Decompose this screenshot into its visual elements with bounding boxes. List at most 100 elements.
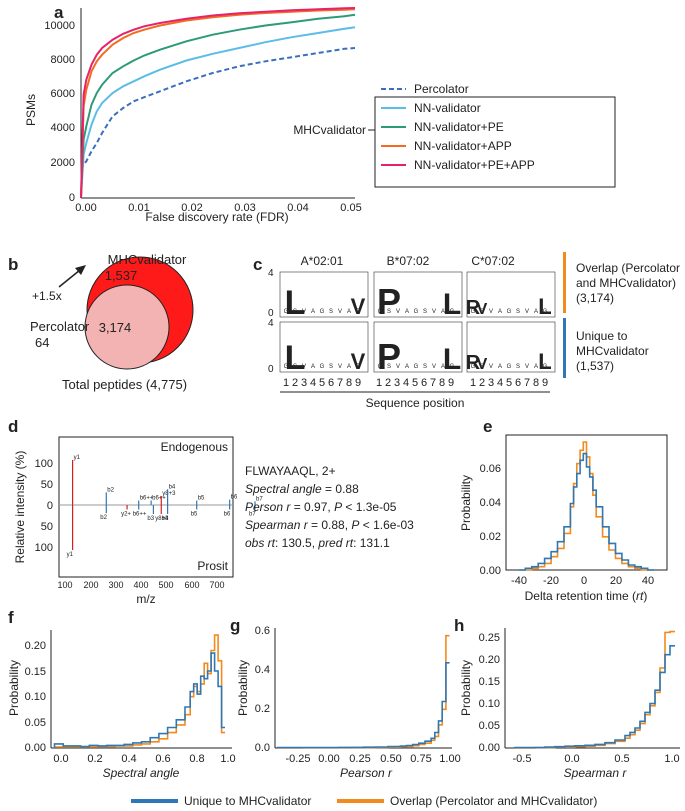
logo-small-letter: S bbox=[329, 309, 333, 315]
logo-small-letter: G bbox=[414, 364, 419, 370]
logo-small-letter: G bbox=[507, 309, 512, 315]
pearson-value: = 0.97, bbox=[290, 500, 334, 514]
spearman-p-value: < 1.6e-03 bbox=[359, 518, 414, 532]
panel-h-ytick: 0.05 bbox=[479, 720, 500, 732]
logo-small-letter: V bbox=[525, 309, 529, 315]
logo-small-letter: G bbox=[284, 309, 289, 315]
panel-c-label: c bbox=[253, 255, 262, 274]
logo-position: 3 bbox=[301, 377, 307, 389]
logo-small-letter: A bbox=[498, 364, 502, 370]
panel-g-xtick: 0.75 bbox=[410, 753, 431, 765]
panel-f-ytick: 0.15 bbox=[25, 666, 46, 678]
logo-position: 1 bbox=[376, 377, 382, 389]
legend-unique-swatch bbox=[131, 799, 178, 803]
logo-letter: L bbox=[285, 339, 306, 377]
panel-h-xtick: 0.0 bbox=[564, 753, 579, 765]
panel-e-xlabel-end: ) bbox=[643, 589, 647, 603]
panel-d-xtick: 600 bbox=[184, 580, 199, 590]
obs-rt-value: : 130.5, bbox=[275, 536, 318, 550]
panel-e-xlabel-ital: rt bbox=[636, 589, 644, 603]
logo-small-letter: S bbox=[423, 364, 427, 370]
fdr-line-nn-validator-pe-app bbox=[80, 7, 356, 199]
panel-a-xtick: 0.04 bbox=[287, 202, 308, 214]
spectral-angle-line: Spectral angle = 0.88 bbox=[245, 482, 359, 496]
logo-small-letter: V bbox=[396, 364, 400, 370]
panel-e-ylabel: Probability bbox=[459, 475, 473, 531]
spectrum-peak-label: b6 bbox=[231, 495, 238, 501]
logo-position: 9 bbox=[542, 377, 548, 389]
logo-small-letter: S bbox=[516, 364, 520, 370]
logo-position: 9 bbox=[355, 377, 361, 389]
allele-2: B*07:02 bbox=[387, 254, 430, 268]
logo-letter: R bbox=[466, 352, 481, 374]
panel-h-ytick: 0.25 bbox=[479, 632, 500, 644]
logo-letter: V bbox=[477, 356, 488, 373]
logo-small-letter: A bbox=[347, 309, 351, 315]
spectrum-peaks: y1y1b2b2y2+b6++b6++b6++b3y8+3y8+3b4b4b5b… bbox=[67, 455, 264, 558]
panel-h-ytick: 0.10 bbox=[479, 698, 500, 710]
spearman-line: Spearman r = 0.88, P < 1.6e-03 bbox=[245, 518, 414, 532]
g-hist-overlap bbox=[277, 634, 450, 749]
panel-a-legend: Percolator NN-validator NN-validator+PE … bbox=[293, 82, 616, 188]
logo-small-letter: V bbox=[396, 309, 400, 315]
legend-group-label: MHCvalidator bbox=[293, 123, 366, 137]
panel-f: f Probability 0.00 0.05 0.10 0.15 0.20 0… bbox=[7, 608, 236, 780]
logo-box bbox=[279, 321, 369, 373]
panel-e-ytick: 0.04 bbox=[480, 497, 501, 509]
logo-small-letter: G bbox=[471, 309, 476, 315]
unique-label-1: Unique to bbox=[576, 329, 628, 343]
pred-rt-label: pred rt bbox=[317, 536, 353, 550]
h-hist-unique bbox=[514, 645, 675, 749]
logo-letter: V bbox=[351, 294, 366, 319]
logo-position: 2 bbox=[479, 377, 485, 389]
panel-e-ytick: 0.06 bbox=[480, 463, 501, 475]
spectrum-peak-label: b7 bbox=[249, 512, 256, 518]
logo-position: 5 bbox=[412, 377, 418, 389]
pearson-label: Person r bbox=[245, 500, 291, 514]
logo-letter: V bbox=[477, 301, 488, 318]
logo-box bbox=[373, 321, 463, 373]
panel-a-xticks: 0.00 0.01 0.02 0.03 0.04 0.05 bbox=[75, 202, 361, 214]
panel-h-xtick: -0.5 bbox=[513, 753, 532, 765]
legend-nn: NN-validator bbox=[414, 101, 481, 115]
panel-g-xtick: 1.00 bbox=[439, 753, 460, 765]
panel-d-xtick: 100 bbox=[57, 580, 72, 590]
legend-percolator: Percolator bbox=[414, 82, 469, 96]
panel-f-ytick: 0.10 bbox=[25, 691, 46, 703]
panel-a-xtick: 0.05 bbox=[340, 202, 361, 214]
logo-small-letter: G bbox=[320, 364, 325, 370]
panel-h: h Probability 0.00 0.05 0.10 0.15 0.20 0… bbox=[454, 616, 680, 780]
fdr-line-nn-validator-app bbox=[80, 8, 356, 199]
panel-a-xtick: 0.03 bbox=[234, 202, 255, 214]
logo-small-letter: S bbox=[293, 364, 297, 370]
logo-box bbox=[373, 271, 463, 318]
legend-unique-label: Unique to MHCvalidator bbox=[184, 794, 311, 808]
logo-small-letter: V bbox=[302, 364, 306, 370]
logo-letter: L bbox=[538, 349, 551, 374]
fold-arrow-icon bbox=[58, 269, 81, 288]
panel-d-xlabel: m/z bbox=[136, 592, 155, 606]
allele-1: A*02:01 bbox=[301, 254, 344, 268]
panel-b: b MHCvalidator 1,537 Percolator 64 3,174… bbox=[8, 252, 194, 392]
panel-a-xtick: 0.02 bbox=[181, 202, 202, 214]
spectrum-peak-label: y1 bbox=[74, 455, 81, 461]
panel-d-label: d bbox=[8, 417, 18, 436]
logo-position: 6 bbox=[328, 377, 334, 389]
panel-d-xtick: 200 bbox=[83, 580, 98, 590]
logo-small-letter: A bbox=[534, 364, 538, 370]
panel-g-histogram bbox=[276, 634, 450, 749]
panel-h-xtick: 1.0 bbox=[664, 753, 679, 765]
panel-d-xtick: 300 bbox=[108, 580, 123, 590]
logo-box bbox=[466, 271, 556, 318]
spectrum-peak-label: y1 bbox=[67, 552, 74, 558]
logo-small-letter: G bbox=[356, 309, 361, 315]
panel-e-xtick: 0 bbox=[581, 575, 587, 587]
pearson-p-value: < 1.3e-05 bbox=[342, 500, 397, 514]
pearson-p-label: P bbox=[334, 500, 342, 514]
venn-inner-count: 64 bbox=[35, 335, 49, 350]
panel-f-histogram bbox=[53, 634, 225, 748]
spectrum-top-label: Endogenous bbox=[161, 440, 228, 454]
panel-f-ylabel: Probability bbox=[7, 660, 21, 716]
panel-a-yticks: 0 2000 4000 6000 8000 10000 bbox=[44, 20, 75, 204]
